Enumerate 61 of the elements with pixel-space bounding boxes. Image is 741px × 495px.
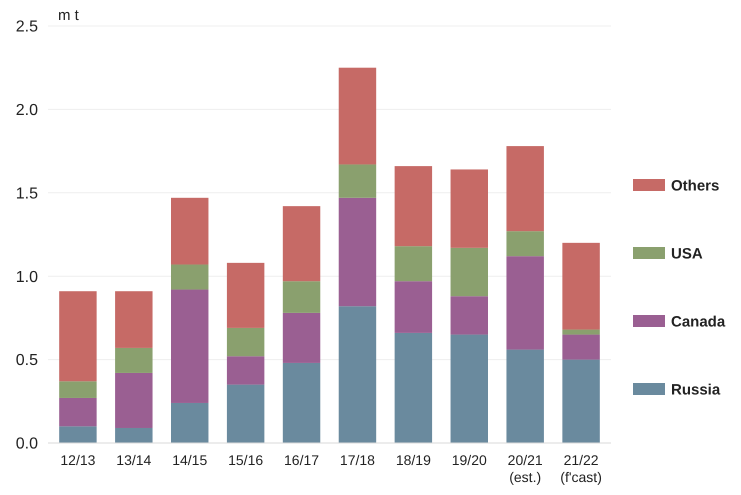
y-tick-label: 1.5 [16, 185, 38, 202]
y-tick-label: 0.5 [16, 352, 38, 370]
bar [171, 264, 208, 290]
bar [59, 381, 97, 398]
bar [171, 198, 208, 265]
bar [59, 398, 97, 426]
bar [338, 68, 376, 164]
legend-label: Canada [671, 313, 726, 330]
y-tick-label: 1.0 [16, 268, 38, 286]
bar [282, 362, 320, 443]
x-tick-label: 16/17 [284, 452, 320, 468]
legend-label: Russia [671, 381, 721, 398]
bar [115, 428, 153, 443]
y-tick-label: 2.0 [16, 102, 38, 119]
legend-label: Others [671, 177, 720, 194]
bar [394, 246, 432, 282]
x-tick-label: 13/14 [116, 452, 152, 468]
bar [226, 262, 264, 328]
bar [282, 312, 320, 363]
bar [394, 166, 432, 246]
y-tick-label: 2.5 [16, 18, 38, 36]
bar [226, 356, 264, 385]
x-tick-label: 21/22 (f'cast) [560, 452, 602, 485]
bar [394, 281, 432, 333]
bar [115, 348, 153, 373]
x-tick-label: 17/18 [340, 452, 376, 468]
y-axis-title: m t [58, 7, 80, 24]
x-tick-label: 19/20 [452, 452, 487, 468]
bar [282, 281, 320, 313]
bar [338, 164, 376, 198]
bar [450, 169, 488, 248]
bar [282, 206, 320, 282]
legend-label: USA [671, 245, 703, 262]
x-tick-label: 18/19 [396, 452, 432, 468]
bar [506, 146, 544, 232]
bar [450, 248, 488, 296]
bar [226, 328, 264, 356]
bar [450, 296, 488, 335]
bar [562, 334, 600, 360]
bar [562, 330, 600, 335]
y-tick-label: 0.0 [16, 436, 38, 453]
bar [171, 402, 208, 443]
bar [506, 350, 544, 443]
bar [115, 372, 153, 428]
bar [338, 198, 376, 306]
x-tick-label: 15/16 [228, 452, 264, 468]
bar [338, 306, 376, 443]
bar [506, 256, 544, 350]
x-tick-label: 12/13 [60, 452, 96, 468]
bar [450, 334, 488, 443]
x-tick-label: 20/21 (est.) [508, 452, 543, 485]
bar [562, 360, 600, 443]
bar [394, 332, 432, 443]
bar [506, 231, 544, 256]
x-tick-label: 14/15 [172, 452, 208, 468]
bar [171, 290, 208, 403]
bar [115, 291, 153, 348]
bar [59, 426, 97, 443]
bar [226, 384, 264, 443]
bar [59, 291, 97, 382]
bar [562, 242, 600, 330]
